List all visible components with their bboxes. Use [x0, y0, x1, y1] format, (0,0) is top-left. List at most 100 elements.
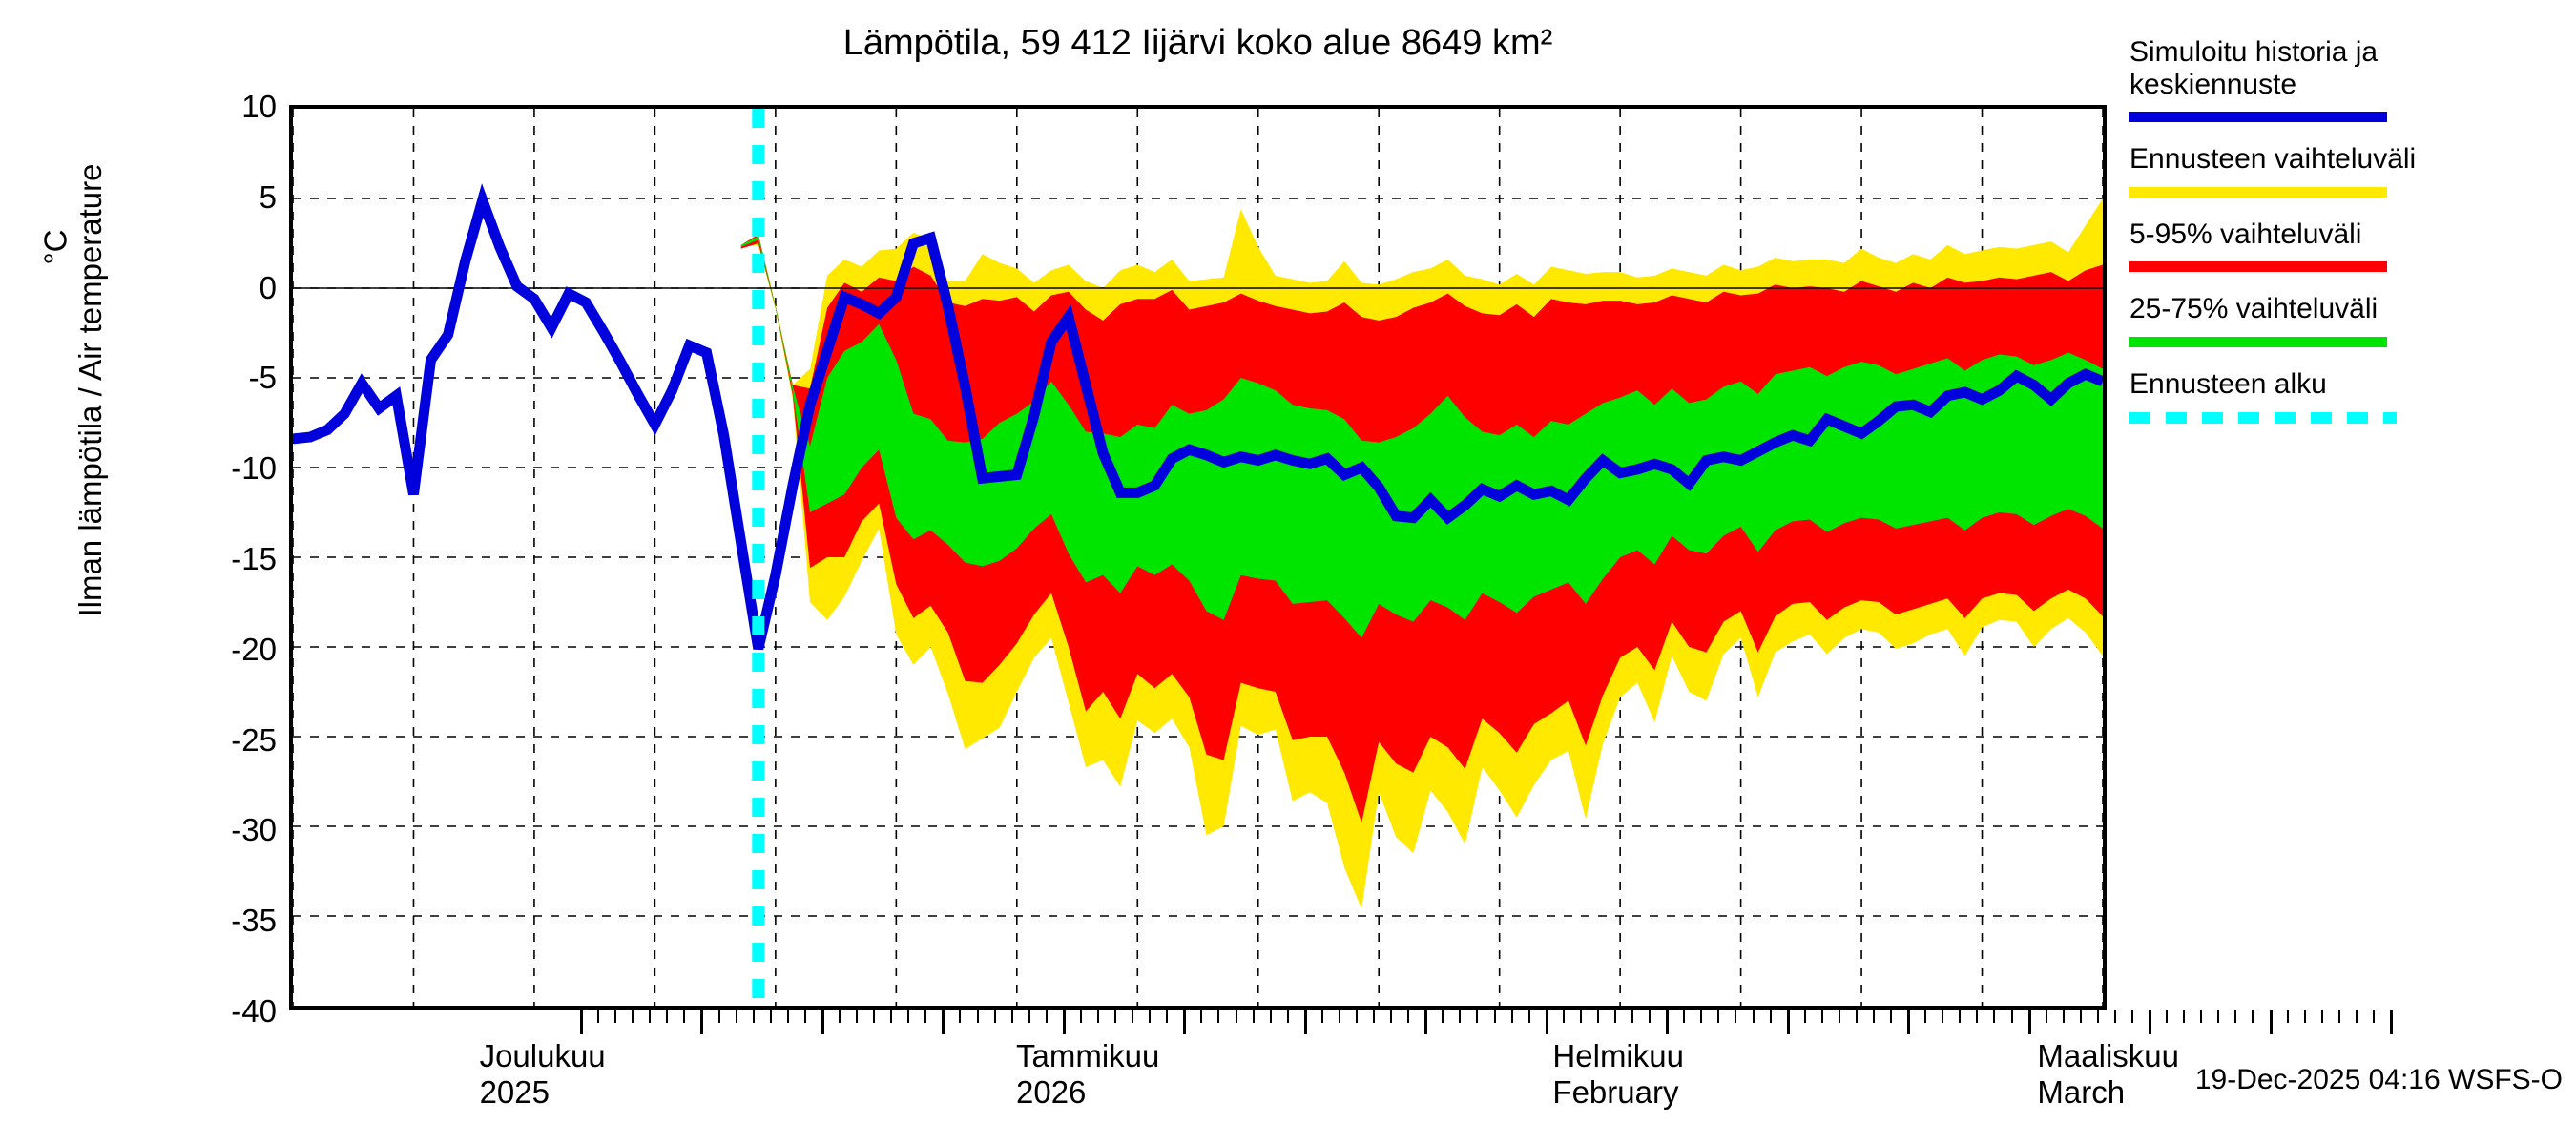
x-month-label-fi: Tammikuu — [1016, 1038, 1160, 1073]
x-tick-minor — [1803, 1010, 1806, 1023]
x-tick-minor — [1993, 1010, 1996, 1023]
x-tick-minor — [769, 1010, 772, 1023]
x-tick-minor — [1010, 1010, 1013, 1023]
x-tick-minor — [1269, 1010, 1272, 1023]
x-tick-minor — [2183, 1010, 2186, 1023]
chart-canvas — [293, 109, 2103, 1006]
x-tick-minor — [2113, 1010, 2116, 1023]
x-tick-major — [1062, 1010, 1066, 1034]
x-tick-minor — [1286, 1010, 1289, 1023]
x-tick-minor — [1132, 1010, 1134, 1023]
x-tick-major — [2149, 1010, 2152, 1034]
x-tick-minor — [1924, 1010, 1927, 1023]
x-tick-minor — [839, 1010, 841, 1023]
x-tick-major — [1666, 1010, 1670, 1034]
x-tick-minor — [2062, 1010, 2065, 1023]
legend-label: Ennusteen alku — [2129, 367, 2327, 400]
x-tick-minor — [1683, 1010, 1686, 1023]
x-month-label-fi: Helmikuu — [1552, 1038, 1684, 1073]
x-tick-minor — [803, 1010, 806, 1023]
x-tick-minor — [666, 1010, 669, 1023]
x-tick-minor — [1976, 1010, 1979, 1023]
x-tick-minor — [2320, 1010, 2323, 1023]
x-tick-minor — [717, 1010, 720, 1023]
y-tick-label: -10 — [231, 450, 277, 487]
x-tick-major — [580, 1010, 583, 1034]
x-tick-minor — [1838, 1010, 1840, 1023]
legend-label: Simuloitu historia ja — [2129, 36, 2379, 68]
x-tick-minor — [2355, 1010, 2358, 1023]
x-tick-minor — [2286, 1010, 2289, 1023]
x-tick-minor — [597, 1010, 600, 1023]
x-tick-minor — [1527, 1010, 1530, 1023]
x-tick-minor — [1407, 1010, 1410, 1023]
x-tick-minor — [1717, 1010, 1720, 1023]
x-month-label-secondary: 2025 — [479, 1074, 550, 1110]
x-tick-minor — [976, 1010, 979, 1023]
x-tick-minor — [2010, 1010, 2013, 1023]
y-axis-label: Ilman lämpötila / Air temperature — [73, 163, 108, 617]
x-tick-minor — [2217, 1010, 2220, 1023]
x-tick-minor — [2200, 1010, 2203, 1023]
plot-area — [289, 105, 2107, 1010]
x-tick-minor — [2303, 1010, 2306, 1023]
x-tick-minor — [1338, 1010, 1340, 1023]
x-tick-minor — [1217, 1010, 1220, 1023]
x-tick-minor — [1510, 1010, 1513, 1023]
legend-label-continued: keskiennuste — [2129, 68, 2297, 100]
x-tick-minor — [1562, 1010, 1565, 1023]
x-tick-minor — [1166, 1010, 1169, 1023]
x-tick-minor — [632, 1010, 634, 1023]
y-tick-label: -40 — [231, 993, 277, 1029]
x-tick-minor — [683, 1010, 686, 1023]
x-tick-minor — [2234, 1010, 2237, 1023]
y-tick-label: 0 — [259, 269, 277, 305]
legend-swatch — [2129, 186, 2387, 198]
x-tick-minor — [1493, 1010, 1496, 1023]
y-tick-label: 5 — [259, 178, 277, 215]
x-tick-minor — [1235, 1010, 1237, 1023]
x-month-label-secondary: March — [2037, 1074, 2126, 1110]
x-tick-minor — [1855, 1010, 1858, 1023]
x-month-label-fi: Maaliskuu — [2037, 1038, 2179, 1073]
y-tick-label: -35 — [231, 903, 277, 939]
x-tick-minor — [1873, 1010, 1875, 1023]
x-tick-minor — [2131, 1010, 2133, 1023]
y-tick-label: -30 — [231, 812, 277, 848]
x-tick-minor — [1820, 1010, 1823, 1023]
x-tick-minor — [1320, 1010, 1323, 1023]
x-tick-minor — [993, 1010, 996, 1023]
x-tick-major — [1424, 1010, 1428, 1034]
legend-label: 25-75% vaihteluväli — [2129, 293, 2379, 325]
x-month-label-secondary: February — [1552, 1074, 1679, 1110]
x-tick-minor — [786, 1010, 789, 1023]
x-tick-minor — [735, 1010, 737, 1023]
x-tick-minor — [1252, 1010, 1255, 1023]
footer-timestamp: 19-Dec-2025 04:16 WSFS-O — [2194, 1064, 2563, 1095]
page-title: Lämpötila, 59 412 Iijärvi koko alue 8649… — [842, 23, 1553, 63]
x-tick-major — [2027, 1010, 2031, 1034]
chart-legend: Simuloitu historia ja keskiennuste Ennuste… — [2129, 36, 2576, 445]
x-month-label: Maaliskuu March — [2037, 1038, 2179, 1111]
x-tick-minor — [907, 1010, 910, 1023]
x-tick-minor — [2252, 1010, 2254, 1023]
x-tick-minor — [649, 1010, 652, 1023]
x-tick-minor — [1149, 1010, 1152, 1023]
x-tick-major — [1303, 1010, 1307, 1034]
x-tick-minor — [1114, 1010, 1117, 1023]
x-tick-minor — [1079, 1010, 1082, 1023]
x-tick-minor — [1028, 1010, 1030, 1023]
x-tick-minor — [614, 1010, 617, 1023]
x-month-label: Tammikuu 2026 — [1016, 1038, 1159, 1111]
x-tick-major — [2390, 1010, 2393, 1034]
x-tick-major — [1907, 1010, 1911, 1034]
x-tick-minor — [959, 1010, 962, 1023]
x-tick-major — [821, 1010, 824, 1034]
x-tick-minor — [1390, 1010, 1393, 1023]
x-tick-major — [1183, 1010, 1187, 1034]
legend-swatch — [2129, 261, 2387, 273]
x-month-label-fi: Joulukuu — [479, 1038, 606, 1073]
y-tick-label: -5 — [248, 360, 277, 396]
x-tick-minor — [924, 1010, 927, 1023]
